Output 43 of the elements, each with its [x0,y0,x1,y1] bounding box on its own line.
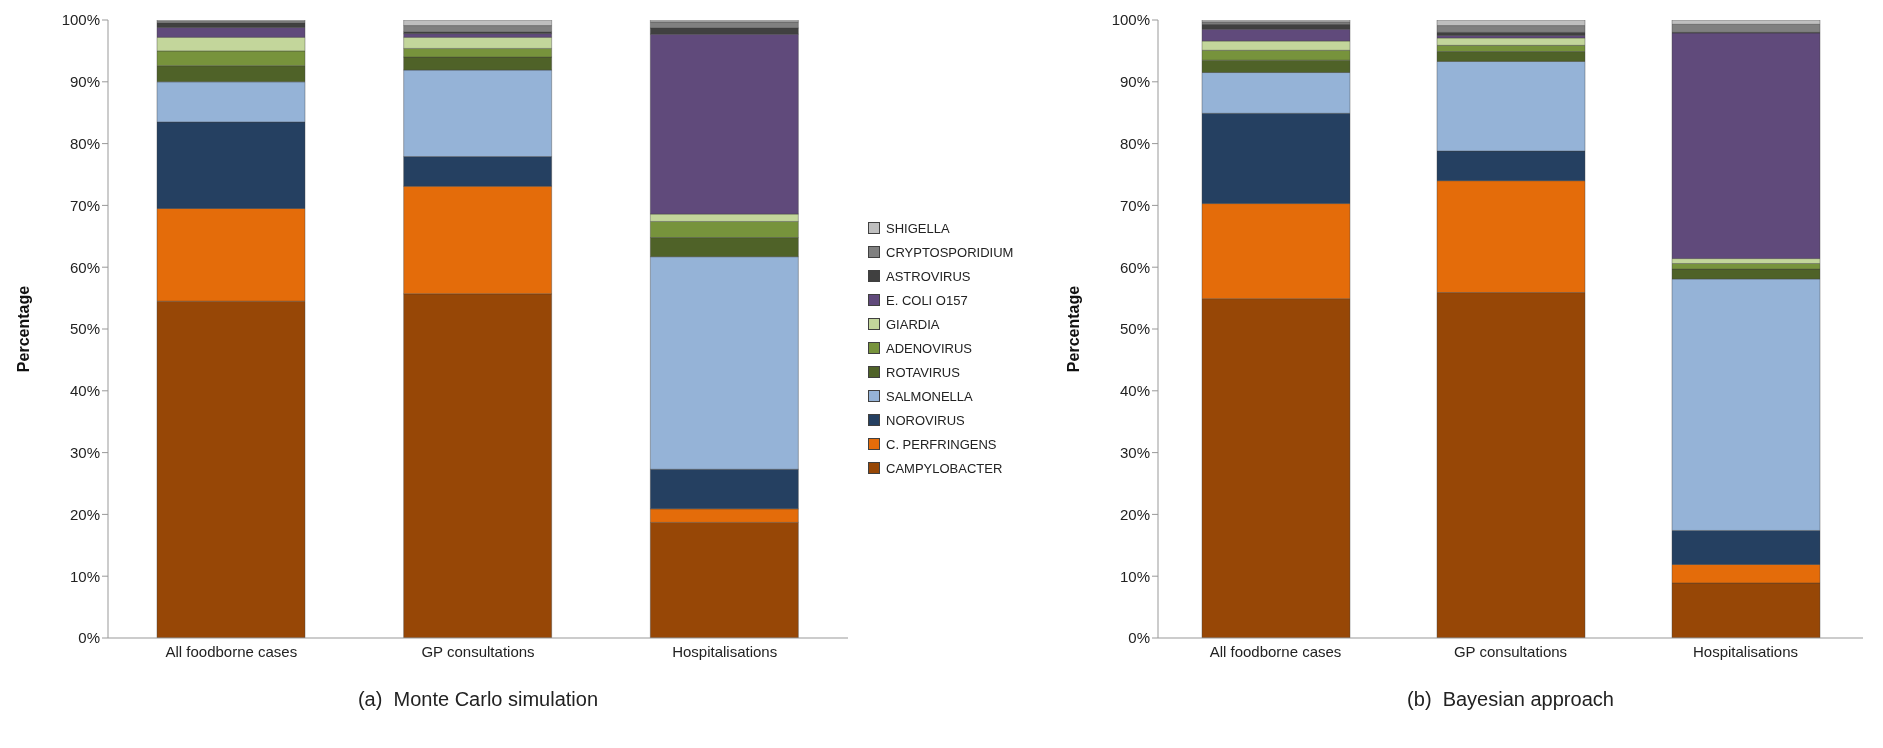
y-tick-label: 100% [61,11,100,29]
y-tick-label: 0% [78,629,100,647]
y-tick-label: 60% [1119,258,1150,276]
y-axis-title: Percentage [14,285,32,373]
legend-label: ASTROVIRUS [886,268,971,284]
y-tick-label: 40% [1119,382,1150,400]
y-tick-label: 40% [69,382,100,400]
y-tick-label: 90% [1119,73,1150,91]
y-tick-label: 10% [1119,567,1150,585]
x-tick-label: Hospitalisations [672,642,778,660]
legend-label: GIARDIA [886,316,940,332]
y-tick-label: 20% [1119,505,1150,523]
y-tick-label: 10% [69,567,100,585]
legend-label: CRYPTOSPORIDIUM [886,244,1014,260]
legend-label: NOROVIRUS [886,412,965,428]
y-tick-label: 20% [69,505,100,523]
x-tick-label: All foodborne cases [165,642,298,660]
legend-label: SALMONELLA [886,388,973,404]
text: (a) Monte Carlo simulation [356,688,600,711]
y-tick-label: 60% [69,258,100,276]
legend-label: CAMPYLOBACTER [886,460,1003,476]
y-tick-label: 50% [1119,320,1150,338]
y-tick-label: 100% [1111,11,1150,29]
legend-label: ADENOVIRUS [886,340,972,356]
y-tick-label: 70% [1119,196,1150,214]
y-axis-title: Percentage [1064,285,1082,373]
x-tick-label: GP consultations [1453,642,1568,660]
legend-label: C. PERFRINGENS [886,436,997,452]
y-tick-label: 80% [1119,134,1150,152]
y-tick-label: 80% [69,134,100,152]
y-tick-label: 90% [69,73,100,91]
x-tick-label: Hospitalisations [1692,642,1799,660]
text: (b) Bayesian approach [1406,688,1615,711]
y-tick-label: 50% [69,320,100,338]
y-tick-label: 30% [69,443,100,461]
y-tick-label: 30% [1119,443,1150,461]
legend-label: E. COLI O157 [886,292,968,308]
legend-label: SHIGELLA [886,220,950,236]
x-tick-label: All foodborne cases [1209,642,1342,660]
y-tick-label: 0% [1128,629,1150,647]
x-tick-label: GP consultations [421,642,535,660]
legend-label: ROTAVIRUS [886,364,960,380]
y-tick-label: 70% [69,196,100,214]
